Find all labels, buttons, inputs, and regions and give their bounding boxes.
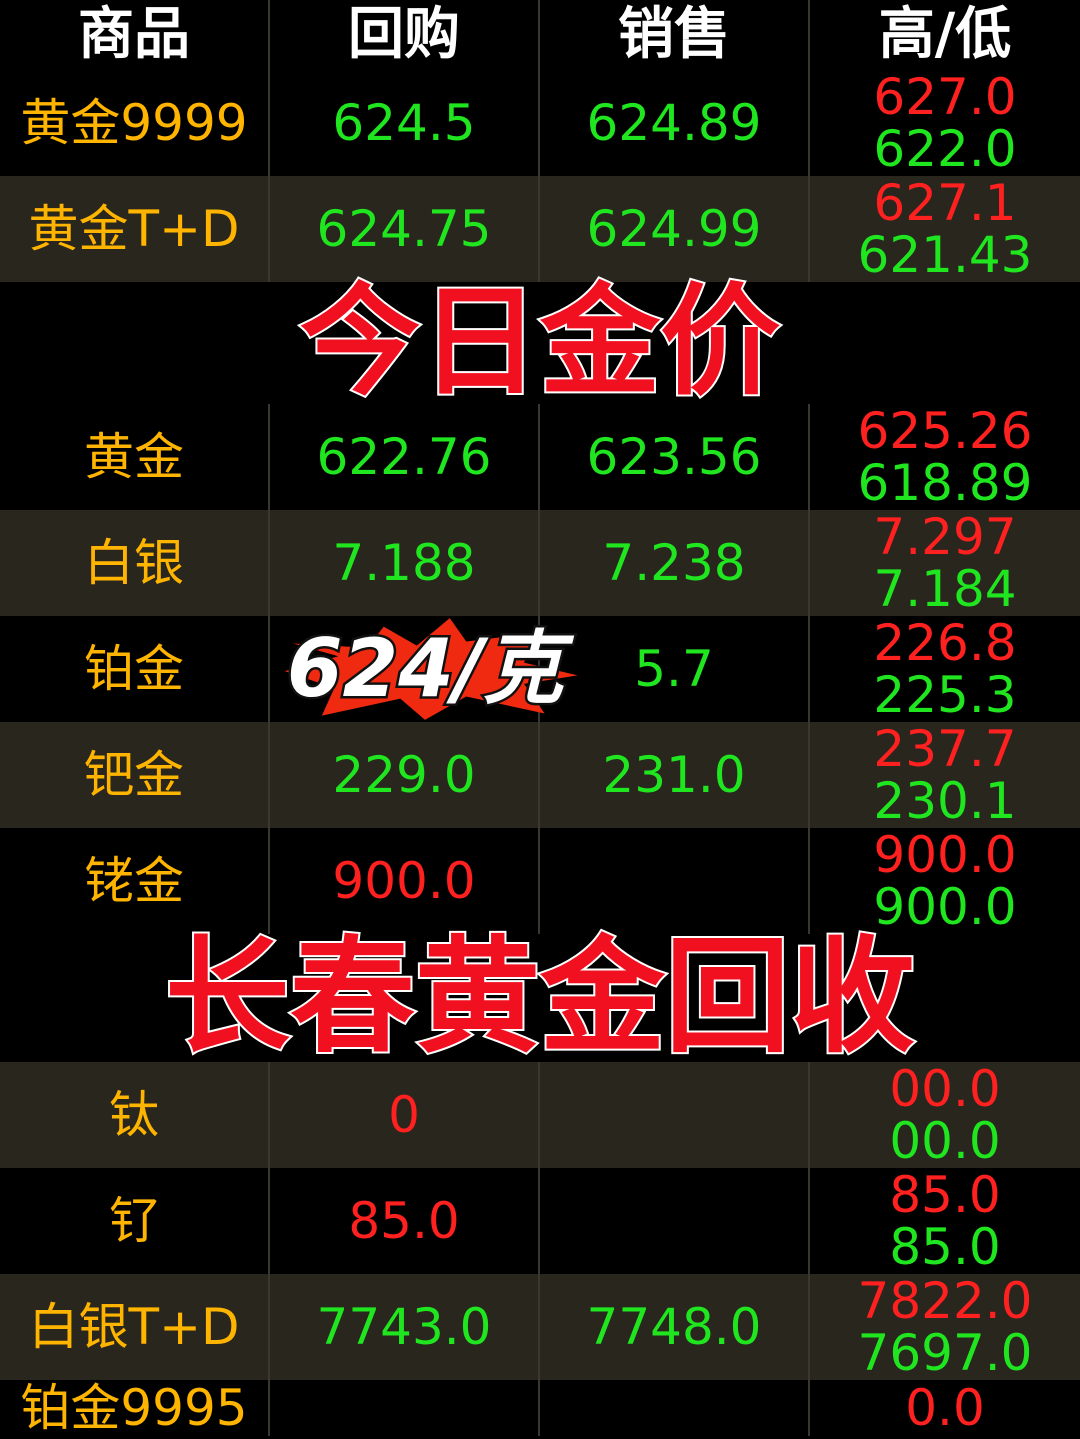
high-price: 85.0	[889, 1166, 1001, 1224]
buyback-price: 622.76	[316, 428, 492, 486]
overlay-title: 今日金价	[298, 273, 782, 412]
header-buyback: 回购	[270, 0, 540, 70]
high-low: 7822.0 7697.0	[810, 1274, 1080, 1380]
table-row[interactable]: 黄金T+D 624.75 624.99 627.1 621.43	[0, 176, 1080, 282]
buyback-price: 624.75	[316, 200, 492, 258]
low-price: 7697.0	[857, 1324, 1033, 1382]
table-row[interactable]: 铂金 624/克 5.7 226.8 225.3	[0, 616, 1080, 722]
buyback-price: 85.0	[348, 1192, 460, 1250]
low-price: 230.1	[873, 772, 1017, 830]
buyback-cell: 624/克	[270, 616, 578, 722]
low-price: 621.43	[857, 226, 1033, 284]
high-low: 85.0 85.0	[810, 1168, 1080, 1274]
buyback-cell: 624.5	[270, 70, 540, 176]
high-low: 900.0 900.0	[810, 828, 1080, 934]
table-row[interactable]: 白银 7.188 7.238 7.297 7.184	[0, 510, 1080, 616]
buyback-price: 624.5	[332, 94, 476, 152]
high-price: 627.0	[873, 68, 1017, 126]
table-row[interactable]: 黄金 622.76 623.56 625.26 618.89	[0, 404, 1080, 510]
burst-shape	[284, 618, 578, 720]
buyback-price: 0	[388, 1086, 420, 1144]
table-row[interactable]: 钯金 229.0 231.0 237.7 230.1	[0, 722, 1080, 828]
product-name: 铑金	[0, 828, 270, 934]
product-name: 钛	[0, 1062, 270, 1168]
table-row[interactable]: 黄金9999 624.5 624.89 627.0 622.0	[0, 70, 1080, 176]
low-price: 7.184	[873, 560, 1017, 618]
product-name: 钯金	[0, 722, 270, 828]
buyback-price: 900.0	[332, 852, 476, 910]
sell-price: 623.56	[540, 404, 810, 510]
buyback-cell: 622.76	[270, 404, 540, 510]
buyback-price: 7.188	[332, 534, 476, 592]
product-name: 黄金T+D	[0, 176, 270, 282]
high-low: 7.297 7.184	[810, 510, 1080, 616]
header-sell: 销售	[540, 0, 810, 70]
header-high-low: 高/低	[878, 2, 1012, 67]
product-name: 白银T+D	[0, 1274, 270, 1380]
overlay-bottom-title-band: 长春黄金回收	[0, 925, 1080, 1070]
low-price: 618.89	[857, 454, 1033, 512]
table-row[interactable]: 钌 85.0 85.0 85.0	[0, 1168, 1080, 1274]
burst-badge: 624/克	[260, 616, 590, 722]
low-price: 225.3	[873, 666, 1017, 724]
sell-price: 7748.0	[540, 1274, 810, 1380]
high-price: 625.26	[857, 402, 1033, 460]
low-price: 00.0	[889, 1112, 1001, 1170]
product-name: 黄金9999	[0, 70, 270, 176]
high-low: 00.0 00.0	[810, 1062, 1080, 1168]
sell-price: 231.0	[540, 722, 810, 828]
table-row[interactable]: 铂金9995 0.0	[0, 1380, 1080, 1436]
buyback-cell: 85.0	[270, 1168, 540, 1274]
buyback-cell: 0	[270, 1062, 540, 1168]
high-price: 0.0	[905, 1379, 985, 1437]
table-row[interactable]: 铑金 900.0 900.0 900.0	[0, 828, 1080, 934]
low-price: 85.0	[889, 1218, 1001, 1276]
product-name: 黄金	[0, 404, 270, 510]
high-price: 900.0	[873, 826, 1017, 884]
buyback-cell: 7743.0	[270, 1274, 540, 1380]
high-price: 237.7	[873, 720, 1017, 778]
low-price: 900.0	[873, 878, 1017, 936]
sell-price	[540, 1380, 810, 1436]
table-row[interactable]: 白银T+D 7743.0 7748.0 7822.0 7697.0	[0, 1274, 1080, 1380]
buyback-price: 229.0	[332, 746, 476, 804]
table-header: 商品 回购 销售 高/低	[0, 0, 1080, 70]
high-price: 7.297	[873, 508, 1017, 566]
low-price: 622.0	[873, 120, 1017, 178]
buyback-cell: 229.0	[270, 722, 540, 828]
sell-price: 624.99	[540, 176, 810, 282]
high-low: 627.0 622.0	[810, 70, 1080, 176]
sell-price: 7.238	[540, 510, 810, 616]
high-low: 237.7 230.1	[810, 722, 1080, 828]
high-low: 627.1 621.43	[810, 176, 1080, 282]
product-name: 白银	[0, 510, 270, 616]
sell-price: 624.89	[540, 70, 810, 176]
high-price: 627.1	[873, 174, 1017, 232]
sell-price	[540, 1062, 810, 1168]
sell-price	[540, 828, 810, 934]
header-product: 商品	[0, 0, 270, 70]
sell-price	[540, 1168, 810, 1274]
overlay-title-band: 今日金价	[0, 273, 1080, 412]
buyback-cell: 7.188	[270, 510, 540, 616]
product-name: 铂金9995	[0, 1380, 270, 1436]
buyback-cell: 624.75	[270, 176, 540, 282]
high-price: 226.8	[873, 614, 1017, 672]
product-name: 铂金	[0, 616, 270, 722]
high-price: 7822.0	[857, 1272, 1033, 1330]
high-low: 226.8 225.3	[810, 616, 1080, 722]
table-row[interactable]: 钛 0 00.0 00.0	[0, 1062, 1080, 1168]
high-low: 625.26 618.89	[810, 404, 1080, 510]
high-low: 0.0	[810, 1380, 1080, 1436]
high-price: 00.0	[889, 1060, 1001, 1118]
overlay-bottom-title: 长春黄金回收	[163, 925, 917, 1070]
buyback-cell	[270, 1380, 540, 1436]
sell-price: 5.7	[540, 616, 810, 722]
buyback-price: 7743.0	[316, 1298, 492, 1356]
price-badge-text: 624/克	[284, 621, 565, 716]
product-name: 钌	[0, 1168, 270, 1274]
buyback-cell: 900.0	[270, 828, 540, 934]
